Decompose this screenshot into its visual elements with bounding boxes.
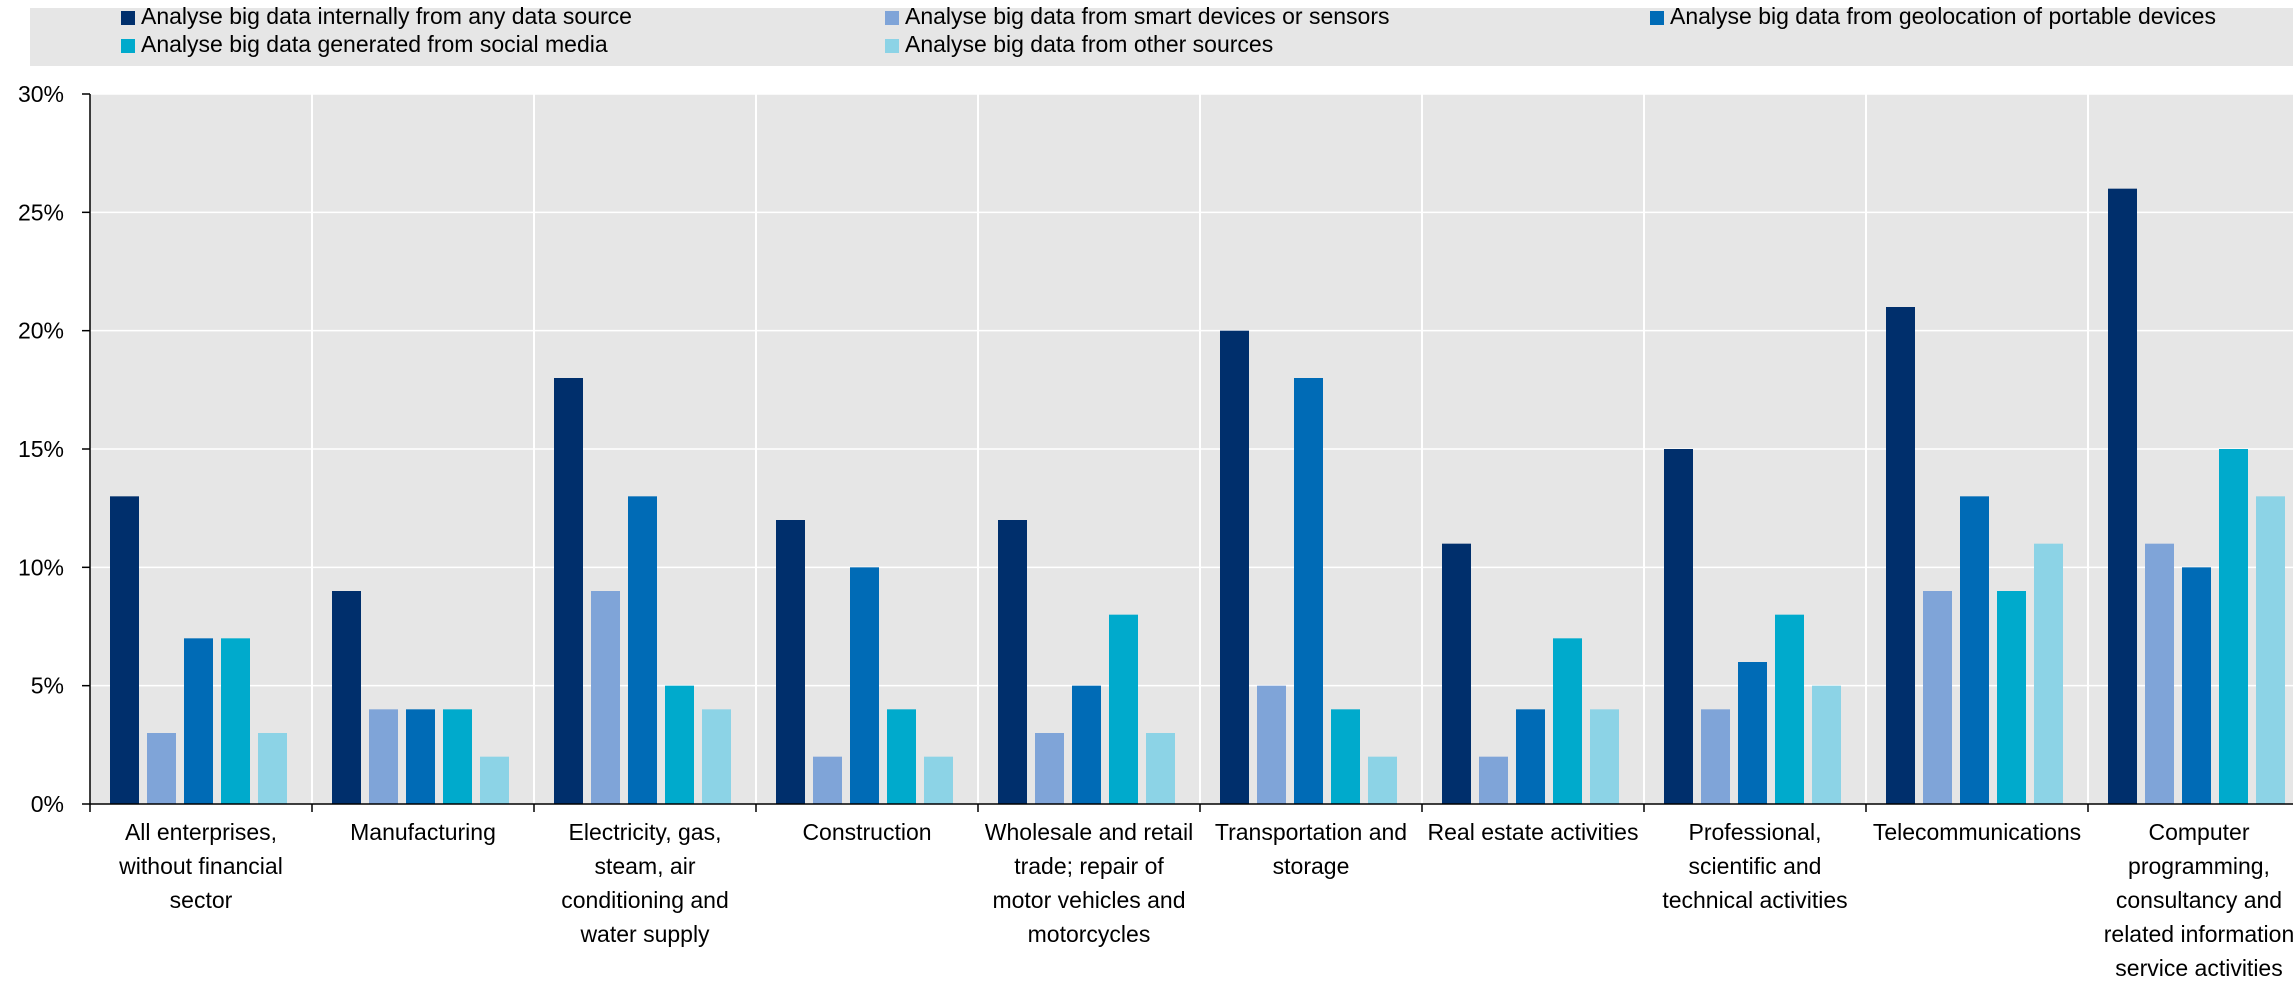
bar <box>813 756 842 804</box>
bar <box>998 520 1027 804</box>
x-axis-labels: All enterprises, without financial sector M… <box>118 819 2293 981</box>
bar <box>665 685 694 804</box>
x-tick-label: Transportation and storage <box>1215 819 1407 879</box>
legend-label: Analyse big data from geolocation of por… <box>1670 3 2216 29</box>
bar <box>1257 685 1286 804</box>
bar <box>1442 543 1471 804</box>
bar <box>2219 449 2248 804</box>
bar <box>1997 591 2026 804</box>
bar <box>850 567 879 804</box>
x-tick-label: Wholesale and retail trade; repair of moto… <box>985 819 1193 947</box>
bar <box>1738 662 1767 804</box>
y-tick-label: 20% <box>18 318 64 344</box>
bar <box>332 591 361 804</box>
bar <box>2145 543 2174 804</box>
bar <box>924 756 953 804</box>
bar <box>1812 685 1841 804</box>
bar <box>1553 638 1582 804</box>
bar <box>1368 756 1397 804</box>
y-tick-label: 5% <box>31 673 64 699</box>
x-tick-label: Telecommunications <box>1873 819 2081 845</box>
bar <box>591 591 620 804</box>
legend-background <box>30 8 2293 66</box>
bar <box>1775 614 1804 804</box>
x-tick-label: Manufacturing <box>350 819 496 845</box>
axes: 0% 5% 10% 15% 20% 25% 30% <box>18 81 2293 817</box>
bar <box>776 520 805 804</box>
legend-label: Analyse big data from smart devices or s… <box>905 3 1389 29</box>
y-tick-label: 0% <box>31 791 64 817</box>
bar <box>1035 733 1064 804</box>
bar <box>2108 188 2137 804</box>
legend-swatch <box>885 11 899 25</box>
bar <box>1701 709 1730 804</box>
x-tick-label: All enterprises, without financial sector <box>118 819 283 913</box>
bar <box>1331 709 1360 804</box>
bar <box>702 709 731 804</box>
legend-swatch <box>885 39 899 53</box>
x-tick-label: Computer programming, consultancy and relat… <box>2104 819 2293 977</box>
bar <box>221 638 250 804</box>
bar <box>258 733 287 804</box>
x-tick-label: Construction <box>802 819 931 845</box>
bar <box>1516 709 1545 804</box>
legend-label: Analyse big data generated from social m… <box>141 31 608 57</box>
y-tick-label: 30% <box>18 81 64 107</box>
bar <box>1590 709 1619 804</box>
y-tick-label: 25% <box>18 199 64 225</box>
bars <box>110 188 2285 804</box>
legend-swatch <box>121 39 135 53</box>
bar <box>2034 543 2063 804</box>
bar <box>1220 330 1249 804</box>
bar <box>1072 685 1101 804</box>
bar <box>1479 756 1508 804</box>
bar <box>184 638 213 804</box>
x-tick-label: Professional, scientific and technical act… <box>1662 819 1847 913</box>
bar <box>887 709 916 804</box>
bar <box>1886 307 1915 804</box>
bar <box>1664 449 1693 804</box>
y-tick-label: 10% <box>18 554 64 580</box>
bar <box>480 756 509 804</box>
legend: Analyse big data internally from any dat… <box>121 3 2216 57</box>
bar <box>1960 496 1989 804</box>
bar <box>1923 591 1952 804</box>
bar <box>2182 567 2211 804</box>
bar <box>369 709 398 804</box>
bar <box>1294 378 1323 804</box>
bar <box>1109 614 1138 804</box>
bar <box>443 709 472 804</box>
bar <box>110 496 139 804</box>
legend-swatch <box>1650 11 1664 25</box>
y-tick-label: 15% <box>18 436 64 462</box>
bar <box>406 709 435 804</box>
legend-label: Analyse big data from other sources <box>905 31 1273 57</box>
x-tick-label: Electricity, gas, steam, air conditioning … <box>561 819 729 947</box>
legend-swatch <box>121 11 135 25</box>
bar <box>147 733 176 804</box>
legend-label: Analyse big data internally from any dat… <box>141 3 632 29</box>
bar <box>2256 496 2285 804</box>
x-tick-label: Real estate activities <box>1428 819 1639 845</box>
bar <box>628 496 657 804</box>
bar <box>1146 733 1175 804</box>
bar <box>554 378 583 804</box>
